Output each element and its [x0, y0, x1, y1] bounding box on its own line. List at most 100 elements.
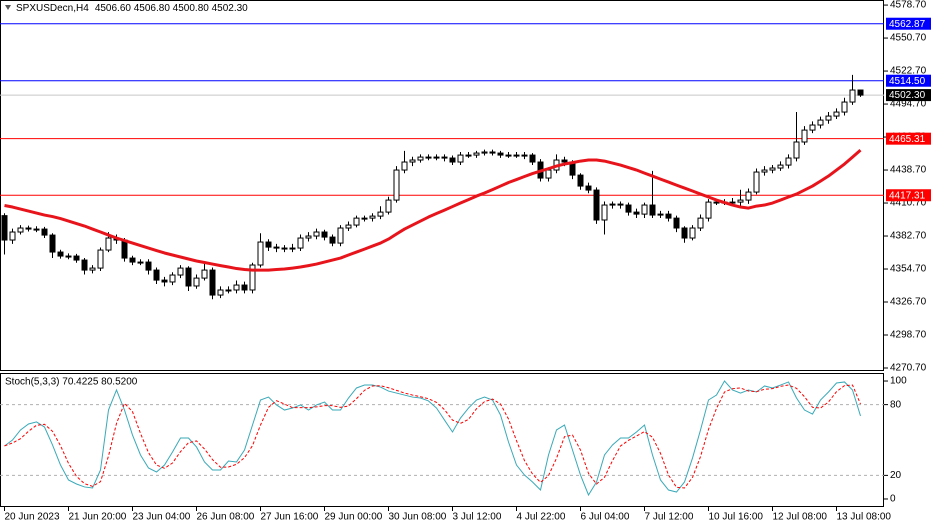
- candle-body: [529, 154, 536, 163]
- candle-body: [161, 279, 168, 283]
- y-tick-label: 4410.70: [890, 198, 927, 209]
- candle-body: [577, 174, 584, 187]
- stoch-line: [4, 384, 861, 489]
- candle-body: [753, 171, 760, 193]
- candle-body: [417, 156, 424, 161]
- x-tick-label: 12 Jul 08:00: [773, 512, 828, 523]
- candle-body: [857, 89, 864, 96]
- candle-body: [841, 101, 848, 113]
- candle-body: [409, 159, 416, 163]
- candle-body: [801, 129, 808, 143]
- candle-body: [225, 289, 232, 292]
- y-tick-label: 4578.70: [890, 0, 927, 11]
- candle-body: [497, 152, 504, 156]
- candle-body: [849, 89, 856, 103]
- candle-body: [681, 227, 688, 239]
- candle-body: [561, 159, 568, 163]
- candle-body: [201, 269, 208, 279]
- candle-body: [609, 203, 616, 206]
- candle-body: [521, 154, 528, 157]
- x-tick-label: 6 Jul 04:00: [581, 512, 630, 523]
- candle-body: [169, 274, 176, 283]
- candle-body: [785, 157, 792, 166]
- candle-body: [665, 213, 672, 219]
- level-label-box: [886, 132, 931, 145]
- main-frame: [0, 0, 884, 371]
- x-tick-label: 29 Jun 00:00: [325, 512, 383, 523]
- candle-body: [761, 169, 768, 173]
- candle-body: [9, 231, 16, 241]
- candle-body: [833, 111, 840, 117]
- y-tick-label: 80: [890, 399, 902, 410]
- candle-body: [49, 234, 56, 253]
- candle-body: [41, 228, 48, 236]
- level-label: 4562.87: [889, 19, 926, 30]
- candle-body: [121, 239, 128, 259]
- candle-body: [313, 231, 320, 237]
- y-tick-label: 4382.70: [890, 231, 927, 242]
- x-tick-label: 3 Jul 12:00: [453, 512, 502, 523]
- candle-body: [321, 231, 328, 238]
- header-icon: [5, 5, 11, 10]
- candle-body: [145, 261, 152, 271]
- candle-body: [257, 241, 264, 266]
- moving-average: [4, 148, 862, 272]
- candle-body: [81, 259, 88, 271]
- candle-body: [689, 227, 696, 239]
- candle-body: [617, 203, 624, 206]
- x-tick-label: 20 Jun 2023: [5, 512, 60, 523]
- candle-body: [737, 199, 744, 203]
- x-tick-label: 13 Jul 08:00: [837, 512, 892, 523]
- candle-body: [33, 228, 40, 231]
- candle-body: [17, 227, 24, 233]
- candle-body: [769, 167, 776, 171]
- y-tick-label: 4326.70: [890, 297, 927, 308]
- x-tick-label: 10 Jul 16:00: [709, 512, 764, 523]
- candle-body: [57, 251, 64, 257]
- candle-body: [641, 204, 648, 215]
- candle-body: [777, 164, 784, 169]
- candle-body: [593, 189, 600, 221]
- candle-body: [513, 154, 520, 157]
- candle-body: [713, 201, 720, 204]
- level-label: 4417.31: [889, 190, 926, 201]
- candle-body: [697, 217, 704, 229]
- y-tick-label: 4438.70: [890, 165, 927, 176]
- level-label-box: [886, 17, 931, 30]
- candle-body: [25, 227, 32, 230]
- candle-body: [433, 156, 440, 159]
- candle-body: [657, 213, 664, 216]
- header: SPXUSDecn,H4 4506.60 4506.80 4500.80 4502…: [16, 3, 248, 14]
- y-tick-label: 0: [890, 494, 896, 505]
- level-label: 4465.31: [889, 134, 926, 145]
- y-tick-label: 4522.70: [890, 66, 927, 77]
- candle-body: [809, 124, 816, 131]
- candle-body: [345, 224, 352, 229]
- y-tick-label: 100: [890, 376, 907, 387]
- candle-body: [73, 255, 80, 261]
- candle-body: [353, 217, 360, 226]
- candle-body: [745, 191, 752, 201]
- x-tick-label: 7 Jul 12:00: [645, 512, 694, 523]
- candle-body: [793, 141, 800, 159]
- candle-body: [233, 284, 240, 291]
- candle-body: [105, 237, 112, 251]
- candle-body: [241, 284, 248, 291]
- candle-body: [153, 269, 160, 281]
- candle-body: [729, 201, 736, 204]
- candle-body: [385, 199, 392, 213]
- candle-body: [273, 246, 280, 249]
- candle-body: [673, 217, 680, 229]
- candle-body: [337, 227, 344, 244]
- y-tick-label: 4354.70: [890, 264, 927, 275]
- candle-body: [185, 267, 192, 287]
- x-tick-label: 21 Jun 20:00: [69, 512, 127, 523]
- candle-body: [585, 185, 592, 191]
- candle-body: [249, 264, 256, 291]
- candle-body: [369, 215, 376, 219]
- candle-body: [601, 204, 608, 221]
- level-label-box: [886, 89, 931, 102]
- candle-body: [649, 204, 656, 216]
